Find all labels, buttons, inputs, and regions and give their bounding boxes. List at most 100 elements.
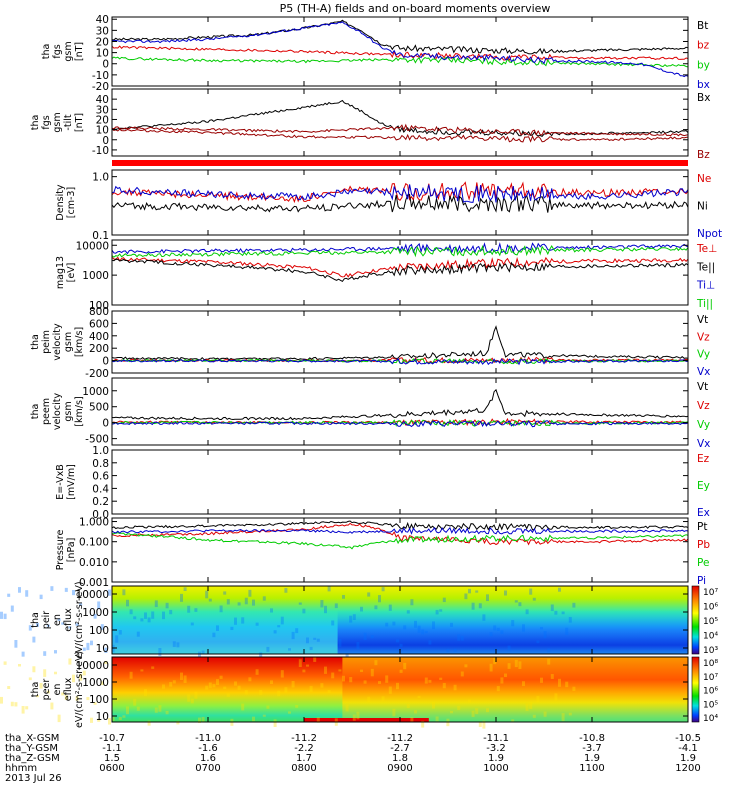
y-axis-label-line: tha: [30, 682, 41, 698]
series-ni-line: [111, 194, 689, 213]
colorbar-label: 10⁶: [703, 687, 718, 697]
spectrogram-texture: [475, 590, 479, 593]
orbit-value: -10.7: [99, 733, 125, 744]
legend-entry-ti: Ti⊥: [696, 280, 715, 292]
orbit-value: -3.7: [582, 743, 602, 754]
spectrogram-texture: [334, 603, 338, 609]
spectrogram-texture: [511, 620, 515, 627]
spectrogram-texture: [36, 695, 39, 698]
spectrogram-texture: [381, 696, 385, 701]
y-axis-label-line: gsm: [52, 112, 63, 132]
spectrogram-texture: [561, 713, 565, 722]
spectrogram-texture: [522, 681, 525, 687]
spectrogram-texture: [396, 639, 399, 643]
spectrogram-texture: [165, 710, 169, 715]
legend-entry-pi: Pi: [697, 575, 706, 587]
spectrogram-texture: [432, 702, 435, 709]
series-pi-line: [111, 526, 689, 535]
y-tick-label: 1000: [82, 607, 109, 619]
spectrogram-texture: [338, 669, 342, 672]
series-vt-line: [111, 325, 689, 361]
spectrogram-texture: [450, 710, 453, 714]
spectrogram-texture: [144, 612, 147, 619]
spectrogram-texture: [194, 608, 198, 612]
spectrogram-texture: [223, 591, 227, 595]
y-tick-label: 10000: [76, 589, 109, 601]
legend-entry-vt: Vt: [697, 381, 708, 393]
series-bx-line: [111, 99, 689, 138]
y-axis-label-line: [km/s]: [74, 396, 85, 426]
legend-entry-vx: Vx: [697, 366, 710, 378]
y-axis-label: thafgsgsm[nT]: [41, 41, 85, 61]
spectrogram-texture: [226, 693, 230, 697]
legend-entry-ti: Ti||: [696, 298, 713, 310]
spectrogram-texture: [504, 673, 507, 678]
y-tick-label: 600: [89, 318, 109, 330]
spectrogram-texture: [388, 686, 392, 694]
spectrogram-texture: [349, 615, 353, 623]
spectrogram-texture: [435, 716, 439, 722]
spectrogram-texture: [241, 617, 245, 624]
spectrogram-texture: [414, 620, 417, 628]
spectrogram-texture: [370, 635, 374, 639]
spectrogram-texture: [219, 605, 223, 613]
spectrogram-texture: [255, 622, 259, 626]
orbit-value: -11.1: [483, 733, 509, 744]
spectrogram-texture: [187, 694, 191, 702]
colorbar-label: 10⁶: [703, 603, 718, 613]
series-npot-line: [112, 184, 689, 203]
spectrogram-texture: [259, 689, 263, 696]
y-axis-label-line: -tilt: [63, 114, 74, 130]
orbit-value: 1200: [675, 763, 700, 774]
colorbar-label: 10⁵: [703, 700, 718, 710]
spectrogram-texture: [439, 609, 443, 612]
y-axis-label: thapeirenefluxeV/(cm²-s-sr-eV): [30, 581, 85, 658]
spectrogram-texture: [295, 628, 299, 634]
orbit-value: 0700: [195, 763, 220, 774]
spectrogram-texture: [115, 635, 119, 643]
spectrogram-texture: [208, 598, 212, 602]
panel-frame: [111, 16, 689, 87]
legend-entry-bz: Bz: [697, 149, 710, 161]
spectrogram-texture: [529, 588, 533, 595]
spectrogram-texture: [435, 609, 439, 615]
spectrogram-texture: [349, 677, 353, 683]
spectrogram-texture: [39, 594, 43, 600]
panel-5: 8006004002000-200thapeimvelocitygsm[km/s…: [30, 306, 710, 380]
spectrogram-texture: [424, 630, 428, 634]
spectrogram-texture: [205, 685, 209, 690]
spectrogram-texture: [489, 632, 493, 637]
spectrogram-texture: [374, 660, 378, 666]
spectrogram-texture: [50, 586, 54, 591]
spectrogram-texture: [572, 686, 576, 691]
spectrogram-texture: [543, 631, 547, 639]
spectrogram-texture: [522, 624, 525, 632]
spectrogram-texture: [129, 609, 133, 615]
legend-entry-pe: Pe: [697, 557, 709, 569]
orbit-value: 1.8: [392, 753, 408, 764]
y-axis-label: mag13[eV]: [55, 256, 77, 289]
spectrogram-texture: [133, 698, 137, 706]
y-tick-label: 10: [96, 48, 109, 60]
spectrogram-texture: [86, 642, 90, 651]
y-tick-label: 20: [96, 114, 109, 126]
spectrogram-texture: [7, 593, 11, 597]
y-axis-label-line: tha: [30, 334, 41, 350]
y-axis-label-line: [eV]: [66, 263, 77, 283]
spectrogram-texture: [154, 707, 158, 713]
y-tick-label: 10: [96, 711, 109, 723]
spectrogram-texture: [266, 646, 270, 652]
y-axis-label-line: Density: [55, 184, 66, 220]
spectrogram-texture: [54, 671, 57, 675]
spectrogram-texture: [428, 679, 432, 683]
spectrogram-texture: [64, 695, 68, 700]
legend-entry-bz: bz: [697, 40, 710, 52]
y-tick-label: 10000: [76, 240, 109, 252]
spectrogram-texture: [442, 682, 446, 689]
spectrogram-texture: [342, 595, 345, 599]
spectrogram-texture: [471, 602, 475, 610]
spectrogram-texture: [61, 692, 65, 696]
spectrogram-texture: [363, 632, 367, 640]
spectrogram-texture: [111, 716, 115, 721]
spectrogram-texture: [32, 666, 36, 673]
